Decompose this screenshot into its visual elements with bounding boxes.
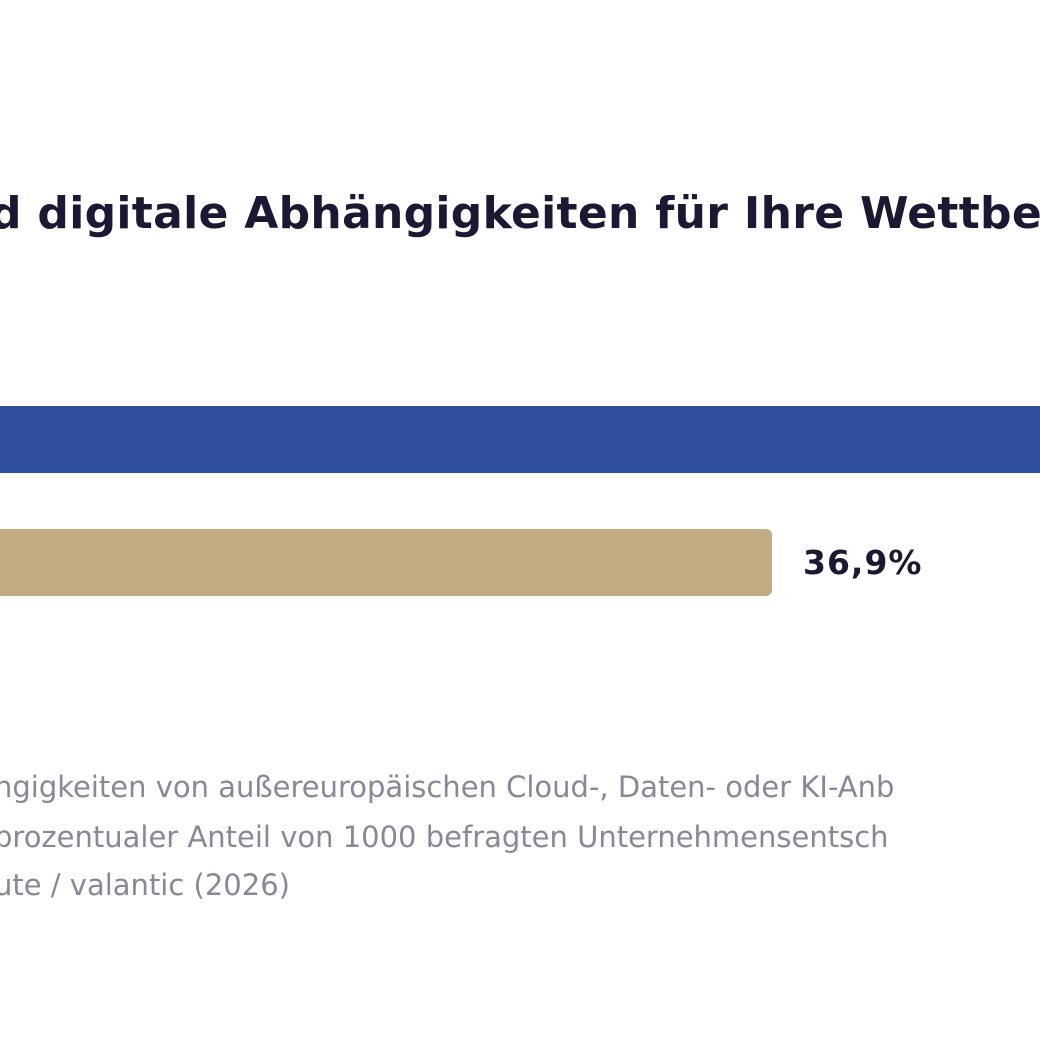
footnote-line-2: prozentualer Anteil von 1000 befragten U… [0, 820, 889, 854]
data-label-series-2: 36,9% [803, 543, 923, 582]
chart-title: d digitale Abhängigkeiten für Ihre Wettb… [0, 188, 1040, 239]
bar-series-2 [0, 529, 772, 596]
footnote-line-1: ngigkeiten von außereuropäischen Cloud-,… [0, 770, 895, 804]
bar-series-1 [0, 406, 1040, 473]
footnote-line-3: ute / valantic (2026) [0, 868, 290, 902]
